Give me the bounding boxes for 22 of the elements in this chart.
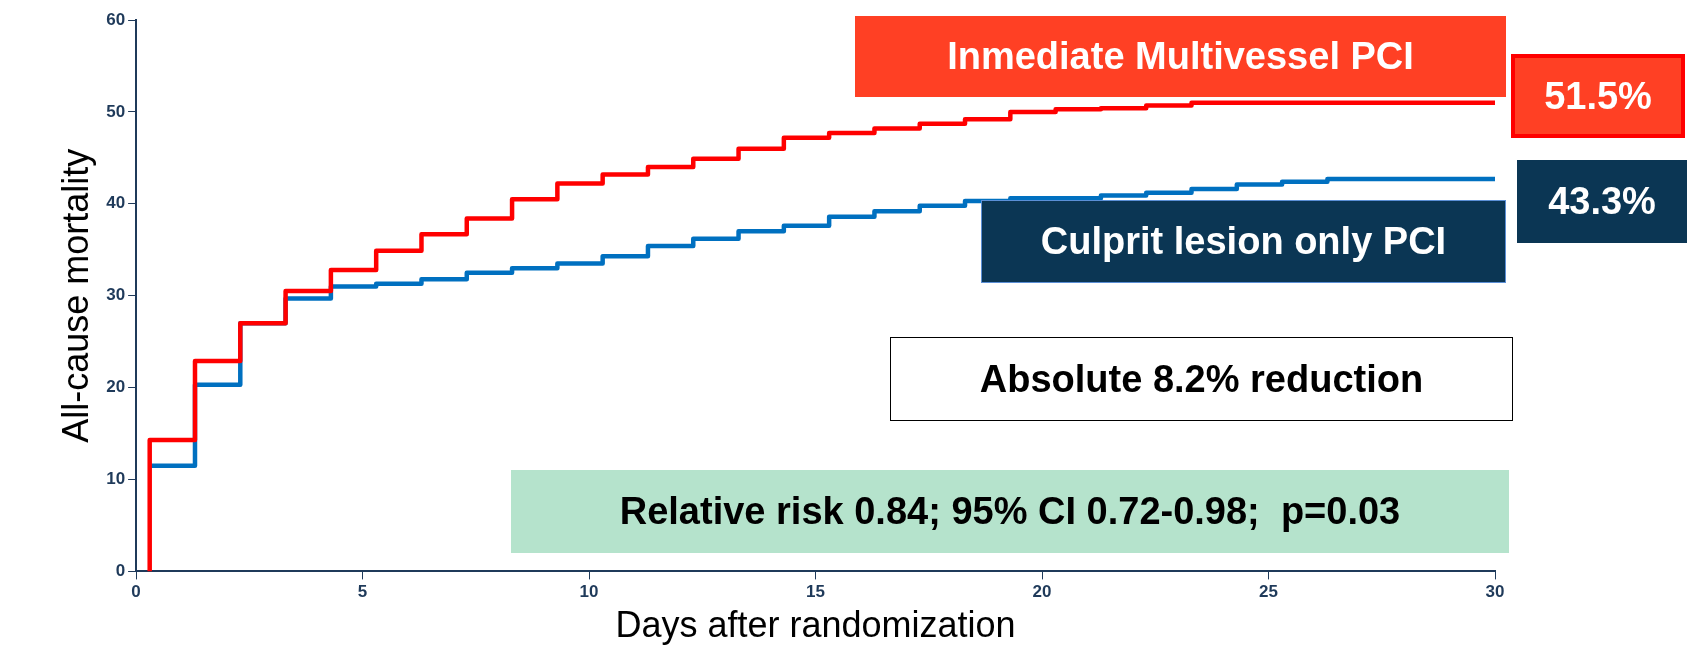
x-axis-title: Days after randomization xyxy=(615,604,1016,646)
annotation: Relative risk 0.84; 95% CI 0.72-0.98; p=0.03 xyxy=(619,490,1401,533)
x-tick-label: 20 xyxy=(1032,582,1052,602)
y-tick-label: 30 xyxy=(106,285,126,305)
x-tick-label: 0 xyxy=(131,582,141,602)
y-tick-label: 40 xyxy=(106,193,126,213)
x-tick-label: 10 xyxy=(579,582,599,602)
x-tick-label: 15 xyxy=(806,582,826,602)
x-tick-label: 25 xyxy=(1259,582,1278,602)
y-tick-label: 60 xyxy=(106,9,126,29)
y-tick-label: 20 xyxy=(106,377,126,397)
text: 51.5% xyxy=(1544,74,1652,118)
y-tick-label: 50 xyxy=(106,101,126,121)
y-tick-label: 10 xyxy=(106,469,126,489)
y-axis-title: All-cause mortality xyxy=(54,148,96,443)
series-label: Culprit lesion only PCI xyxy=(1040,220,1447,263)
y-tick-label: 0 xyxy=(115,561,126,581)
text: 43.3% xyxy=(1548,180,1656,223)
annotation: Absolute 8.2% reduction xyxy=(979,357,1424,401)
x-tick-label: 30 xyxy=(1485,582,1505,602)
series-label: Inmediate Multivessel PCI xyxy=(947,35,1414,78)
x-tick-label: 5 xyxy=(357,582,368,602)
